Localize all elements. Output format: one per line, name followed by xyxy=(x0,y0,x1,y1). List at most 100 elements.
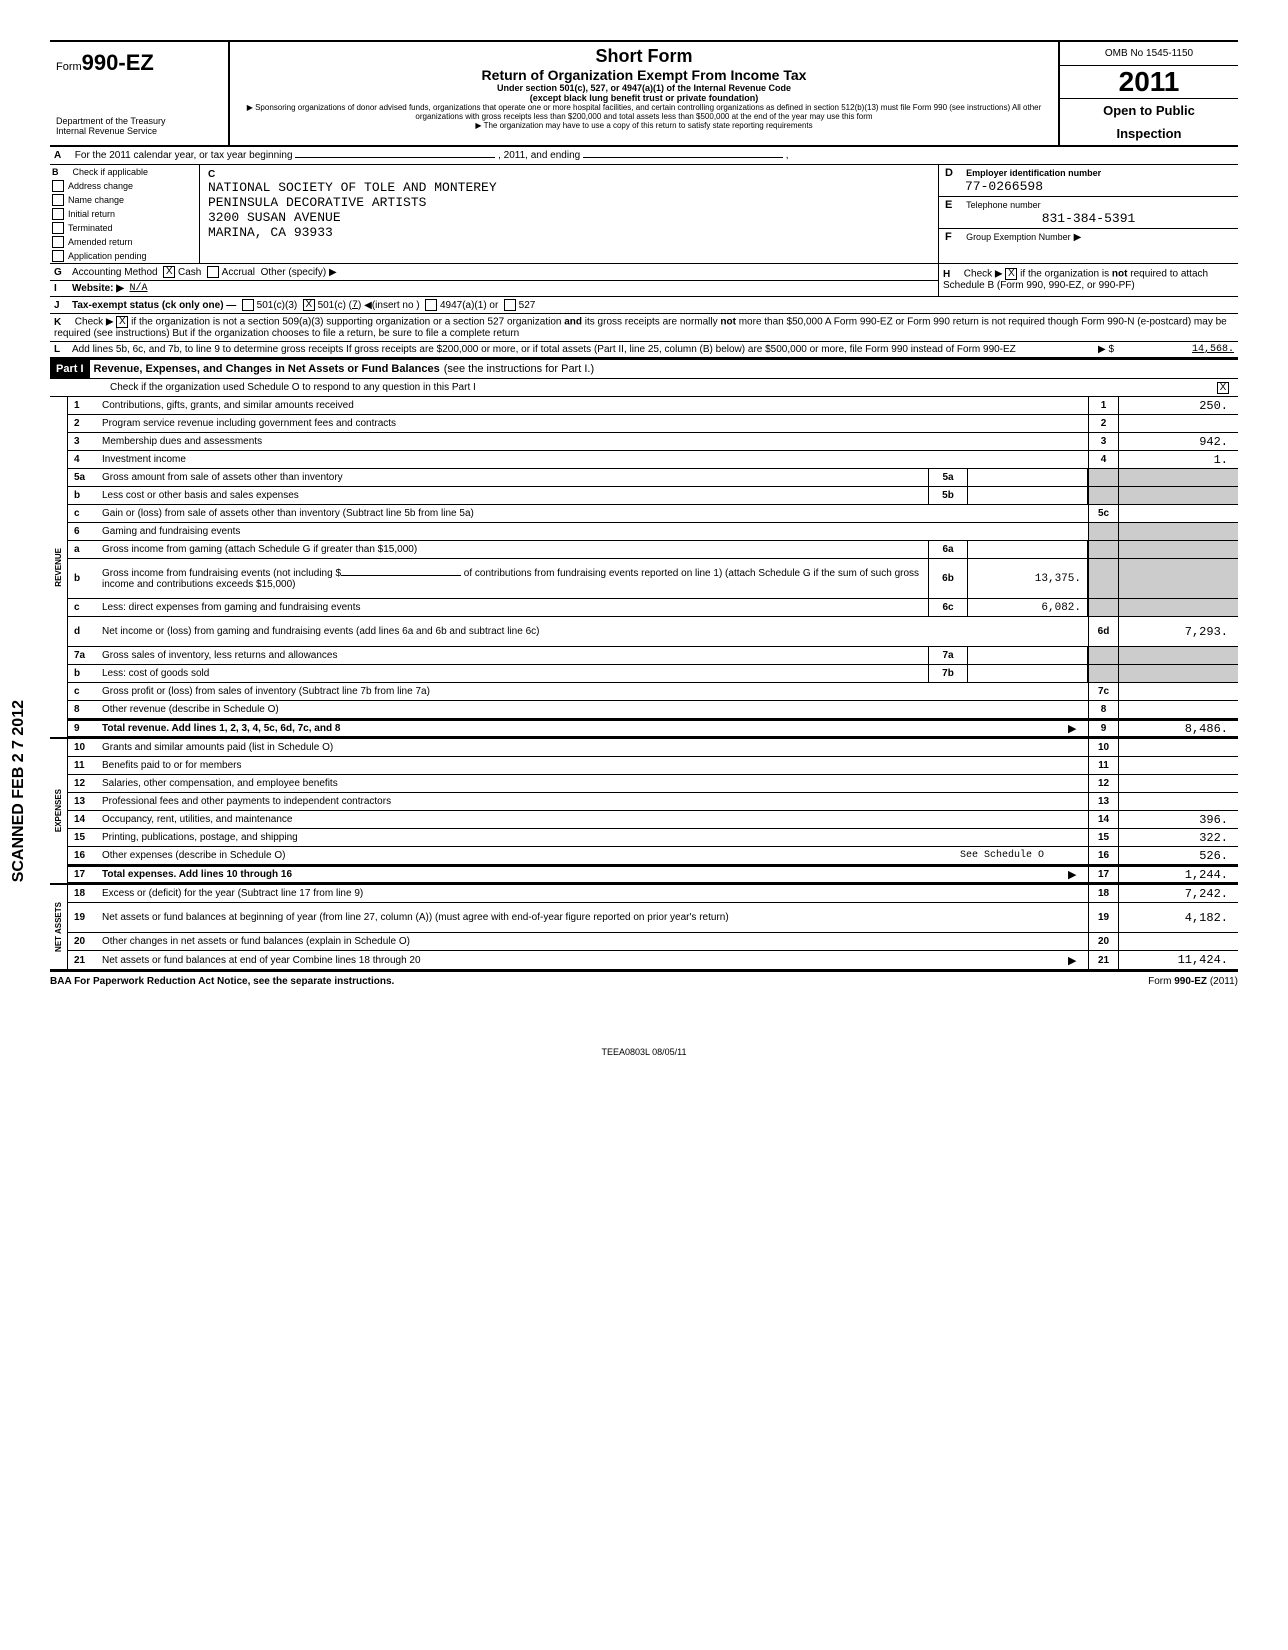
l17-text: Total expenses. Add lines 10 through 16 xyxy=(102,869,292,880)
line-a-text1: For the 2011 calendar year, or tax year … xyxy=(75,150,293,161)
l5a-num: 5a xyxy=(68,472,98,483)
l10-val xyxy=(1118,739,1238,756)
l4-val: 1. xyxy=(1118,451,1238,468)
l6b-endnum xyxy=(1088,559,1118,598)
cash-checkbox[interactable]: X xyxy=(163,266,175,278)
baa-notice: BAA For Paperwork Reduction Act Notice, … xyxy=(50,976,394,987)
501c-insert: ) ◀(insert no ) xyxy=(358,300,420,311)
l7a-text: Gross sales of inventory, less returns a… xyxy=(98,648,928,663)
title-short: Short Form xyxy=(240,46,1048,67)
l4-endnum: 4 xyxy=(1088,451,1118,468)
l5a-mid: 5a xyxy=(928,469,968,486)
form-label: Form xyxy=(56,61,82,73)
part1-label: Part I xyxy=(50,360,90,378)
4947-label: 4947(a)(1) or xyxy=(440,300,498,311)
l13-endnum: 13 xyxy=(1088,793,1118,810)
name-change-checkbox[interactable] xyxy=(52,194,64,206)
501c3-checkbox[interactable] xyxy=(242,299,254,311)
check-if-applicable: Check if applicable xyxy=(73,167,149,177)
terminated-checkbox[interactable] xyxy=(52,222,64,234)
name-change-label: Name change xyxy=(68,195,124,205)
l7b-num: b xyxy=(68,668,98,679)
l6c-text: Less: direct expenses from gaming and fu… xyxy=(98,600,928,615)
l6-endnum xyxy=(1088,523,1118,540)
form-number: 990-EZ xyxy=(82,50,154,75)
l18-endnum: 18 xyxy=(1088,885,1118,902)
pending-checkbox[interactable] xyxy=(52,250,64,262)
amended-label: Amended return xyxy=(68,237,133,247)
k-check-label: Check ▶ xyxy=(75,317,114,328)
527-checkbox[interactable] xyxy=(504,299,516,311)
amended-checkbox[interactable] xyxy=(52,236,64,248)
irs-label: Internal Revenue Service xyxy=(56,126,222,136)
k-text3: its gross receipts are normally xyxy=(585,317,718,328)
l19-endnum: 19 xyxy=(1088,903,1118,932)
l6d-val: 7,293. xyxy=(1118,617,1238,646)
l19-num: 19 xyxy=(68,912,98,923)
footer-year: (2011) xyxy=(1210,976,1238,987)
l6b-mid: 6b xyxy=(928,559,968,598)
l20-endnum: 20 xyxy=(1088,933,1118,950)
l8-endnum: 8 xyxy=(1088,701,1118,718)
501c-checkbox[interactable]: X xyxy=(303,299,315,311)
l4-text: Investment income xyxy=(98,452,1088,467)
line-a-text3: , xyxy=(786,150,789,161)
l1-val: 250. xyxy=(1118,397,1238,414)
info-block: B Check if applicable Address change Nam… xyxy=(50,165,1238,264)
l16-val: 526. xyxy=(1118,847,1238,864)
501c3-label: 501(c)(3) xyxy=(257,300,298,311)
l8-num: 8 xyxy=(68,704,98,715)
l9-val: 8,486. xyxy=(1118,721,1238,736)
l6b-endval xyxy=(1118,559,1238,598)
l6c-num: c xyxy=(68,602,98,613)
initial-checkbox[interactable] xyxy=(52,208,64,220)
expenses-vlabel: EXPENSES xyxy=(54,789,63,832)
l14-val: 396. xyxy=(1118,811,1238,828)
part1-header: Part I Revenue, Expenses, and Changes in… xyxy=(50,358,1238,379)
expenses-section: EXPENSES 10Grants and similar amounts pa… xyxy=(50,737,1238,883)
l8-text: Other revenue (describe in Schedule O) xyxy=(98,702,1088,717)
tax-year: 2011 xyxy=(1060,66,1238,98)
l20-val xyxy=(1118,933,1238,950)
addr-change-label: Address change xyxy=(68,181,133,191)
letter-l: L xyxy=(54,344,72,355)
letter-g: G xyxy=(54,267,72,278)
l3-num: 3 xyxy=(68,436,98,447)
l6c-endnum xyxy=(1088,599,1118,616)
org-city: MARINA, CA 93933 xyxy=(208,225,930,240)
l9-arrow: ▶ xyxy=(1068,722,1088,735)
revenue-section: REVENUE 1Contributions, gifts, grants, a… xyxy=(50,397,1238,737)
l12-num: 12 xyxy=(68,778,98,789)
l6c-midval: 6,082. xyxy=(968,599,1088,616)
pending-label: Application pending xyxy=(68,251,147,261)
l7a-endval xyxy=(1118,647,1238,664)
l15-endnum: 15 xyxy=(1088,829,1118,846)
l6a-mid: 6a xyxy=(928,541,968,558)
title-main: Return of Organization Exempt From Incom… xyxy=(240,67,1048,83)
l6a-endnum xyxy=(1088,541,1118,558)
l6b-num: b xyxy=(68,573,98,584)
h-checkbox[interactable]: X xyxy=(1005,268,1017,280)
phone-value: 831-384-5391 xyxy=(945,211,1232,226)
part1-check-text: Check if the organization used Schedule … xyxy=(110,382,476,393)
l-text: Add lines 5b, 6c, and 7b, to line 9 to d… xyxy=(72,344,1098,355)
k-checkbox[interactable]: X xyxy=(116,316,128,328)
l5b-endval xyxy=(1118,487,1238,504)
letter-i: I xyxy=(54,283,72,294)
footer-form-label: Form xyxy=(1148,976,1171,987)
l5c-endnum: 5c xyxy=(1088,505,1118,522)
accrual-checkbox[interactable] xyxy=(207,266,219,278)
addr-change-checkbox[interactable] xyxy=(52,180,64,192)
l7c-num: c xyxy=(68,686,98,697)
l11-val xyxy=(1118,757,1238,774)
letter-a: A xyxy=(54,150,72,161)
l6b-text1: Gross income from fundraising events (no… xyxy=(102,568,341,579)
l7b-mid: 7b xyxy=(928,665,968,682)
l7c-val xyxy=(1118,683,1238,700)
inspection: Inspection xyxy=(1060,122,1238,145)
line-a-text2: , 2011, and ending xyxy=(498,150,580,161)
letter-e: E xyxy=(945,199,963,211)
part1-checkbox[interactable]: X xyxy=(1217,382,1229,394)
4947-checkbox[interactable] xyxy=(425,299,437,311)
accrual-label: Accrual xyxy=(222,267,255,278)
